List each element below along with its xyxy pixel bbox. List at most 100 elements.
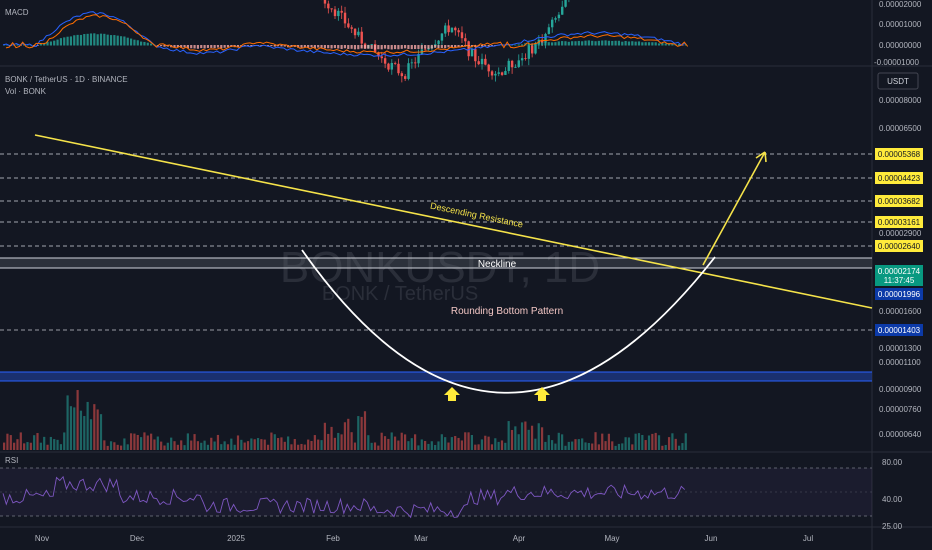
candle-body [487,64,490,72]
macd-histogram-bar [113,35,116,46]
volume-bar [564,445,567,450]
volume-bar [607,433,611,450]
macd-histogram-bar [277,45,280,47]
macd-histogram-bar [367,45,370,49]
macd-histogram-bar [403,45,407,49]
macd-histogram-bar [597,40,600,46]
candle-body [460,32,464,39]
volume-bar [574,439,577,450]
candle-body [527,45,531,59]
volume-bar [657,435,661,450]
volume-bar [246,441,250,450]
macd-histogram-bar [664,43,667,46]
volume-bar [196,441,200,450]
macd-histogram-bar [684,44,687,46]
volume-bar [123,438,126,450]
macd-histogram-bar [200,45,203,49]
volume-bar [624,437,627,450]
volume-bar [427,443,430,450]
volume-bar [56,439,59,450]
level-tag [875,195,923,207]
currency-label: USDT [887,77,909,86]
volume-bar [437,441,440,450]
volume-bar [206,444,210,450]
macd-histogram-bar [654,42,657,46]
volume-bar [297,444,300,450]
macd-histogram-bar [343,45,347,49]
candle-body [330,8,333,10]
volume-bar [327,433,330,450]
volume-bar [524,421,527,450]
level-tag [875,216,923,228]
macd-histogram-bar [360,45,363,49]
macd-histogram-bar [450,45,453,48]
time-axis-label: Dec [130,534,144,543]
macd-histogram-bar [176,45,179,48]
macd-histogram-bar [330,45,333,49]
macd-histogram-bar [119,36,123,46]
macd-histogram-bar [93,33,96,46]
volume-bar [500,440,504,450]
currency-box[interactable] [877,72,919,90]
volume-bar [410,438,413,450]
macd-histogram-bar [333,45,337,49]
macd-histogram-bar [414,45,417,50]
price-axis-label: 0.00000760 [879,405,922,414]
countdown-value: 11:37:45 [884,276,915,285]
volume-bar [424,440,427,450]
volume-bar [186,433,189,450]
candle-body [534,43,537,54]
volume-bar [353,442,357,450]
volume-bar [166,442,169,450]
volume-bar [584,442,587,450]
volume-bar [544,441,547,450]
macd-histogram-bar [69,36,73,46]
candle-body [547,27,551,34]
candle-body [360,31,363,44]
volume-bar [323,422,326,450]
candle-body [524,58,527,59]
macd-histogram-bar [363,45,367,49]
macd-histogram-bar [190,45,193,49]
candle-body [343,12,347,24]
volume-bar [226,444,230,450]
macd-histogram-bar [216,45,220,48]
macd-histogram-bar [540,42,544,46]
volume-bar [106,445,109,450]
volume-bar [487,436,490,450]
volume-bar [450,437,453,450]
macd-axis-label: -0.00001000 [874,58,919,67]
macd-histogram-bar [604,40,607,46]
macd-histogram-bar [303,45,306,48]
candle-body [507,60,510,71]
macd-histogram-bar [150,43,153,46]
level-tag-label: 0.00003161 [878,218,921,227]
macd-histogram-bar [163,45,166,47]
volume-bar [270,432,273,450]
candle-body [464,38,467,42]
candle-body [427,48,430,50]
descending-resistance-line [34,134,873,309]
volume-bar [634,433,637,450]
volume-bar [333,437,337,450]
macd-histogram-bar [206,45,210,48]
volume-bar [263,439,266,450]
candle-body [353,28,357,36]
macd-histogram-bar [617,40,621,46]
candle-body [377,52,380,57]
time-axis-label: Apr [513,534,526,543]
macd-histogram-bar [437,45,440,49]
candle-body [397,63,400,74]
macd-histogram-bar [444,45,447,49]
macd-histogram-bar [400,45,403,49]
macd-histogram-bar [180,45,183,48]
candle-body [561,6,564,15]
volume-bar [96,409,99,450]
volume-bar [310,440,313,450]
macd-histogram-bar [514,44,517,46]
candle-body [480,58,484,65]
volume-bar [73,407,76,450]
macd-histogram-bar [567,41,570,46]
candle-body [410,62,414,64]
macd-histogram-bar [581,41,584,46]
